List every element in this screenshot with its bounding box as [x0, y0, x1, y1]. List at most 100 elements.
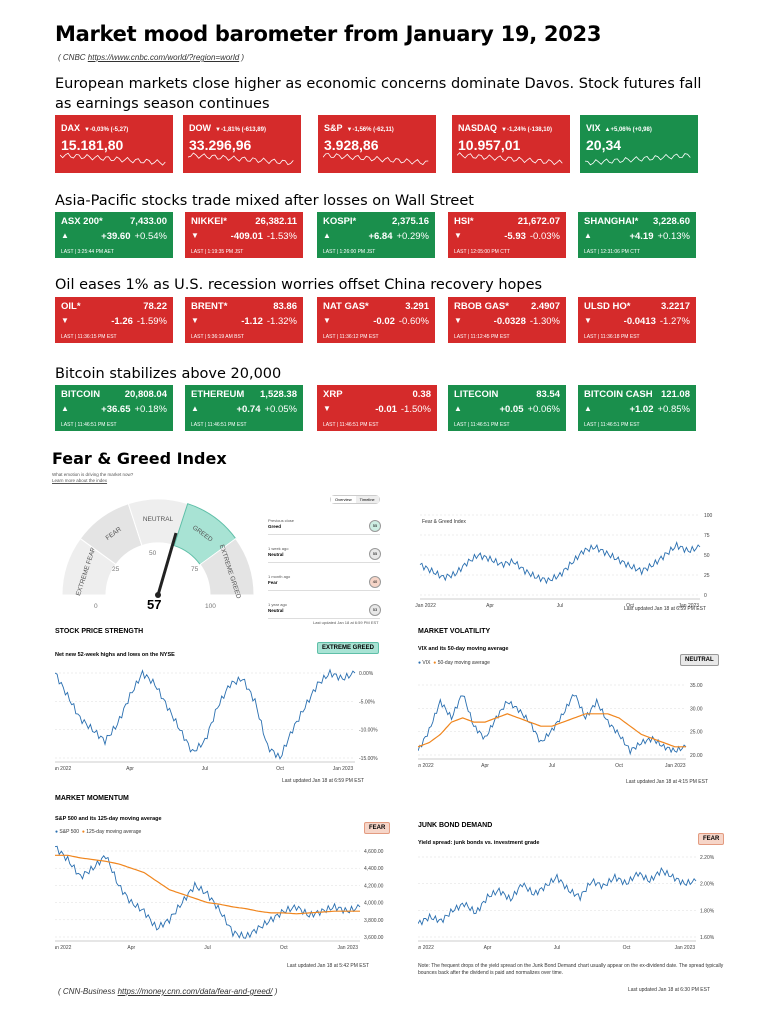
quote-last-updated: LAST | 1:19:35 PM JST	[191, 249, 244, 255]
index-change: ▼-1,56% (-62,11)	[346, 127, 394, 133]
y-tick: 4,600.00	[364, 849, 384, 855]
quote-card[interactable]: KOSPI* 2,375.16 ▲ +6.84 +0.29% LAST | 1:26:00…	[317, 212, 435, 258]
cnn-link[interactable]: https://money.cnn.com/data/fear-and-gree…	[117, 987, 273, 996]
history-label: Previous close	[268, 518, 295, 523]
index-card[interactable]: NASDAQ ▼-1,24% (-138,10) 10.957,01	[452, 115, 570, 173]
quote-name: RBOB GAS*	[454, 301, 509, 312]
chart-subtitle: VIX and its 50-day moving average	[418, 646, 509, 652]
index-value: 20,34	[586, 137, 622, 153]
index-card[interactable]: S&P ▼-1,56% (-62,11) 3.928,86	[318, 115, 436, 173]
arrow-down-icon: ▼	[454, 231, 462, 240]
quote-name: BITCOIN	[61, 389, 101, 400]
quote-price: 83.54	[536, 389, 560, 400]
quote-card[interactable]: HSI* 21,672.07 ▼ -5.93 -0.03% LAST | 12:05:00…	[448, 212, 566, 258]
y-tick: 1.80%	[700, 908, 715, 914]
quote-card[interactable]: NIKKEI* 26,382.11 ▼ -409.01 -1.53% LAST | 1:1…	[185, 212, 303, 258]
quote-percent: -1.50%	[400, 404, 431, 415]
quote-price: 121.08	[660, 389, 690, 400]
chart-0: 100 75 50 25 0 Jan 2022 Apr Jul Oct Jan 2023	[415, 505, 730, 615]
divider	[268, 562, 380, 563]
x-tick: Apr	[127, 945, 135, 951]
history-status: Neutral	[268, 608, 284, 613]
status-badge: FEAR	[364, 822, 391, 834]
quote-card[interactable]: ULSD HO* 3.2217 ▼ -0.0413 -1.27% LAST | 11:36…	[578, 297, 696, 343]
quote-change: -0.02	[373, 316, 395, 327]
arrow-down-icon: ▼	[323, 316, 331, 325]
quote-card[interactable]: ETHEREUM 1,528.38 ▲ +0.74 +0.05% LAST | 11:46…	[185, 385, 303, 431]
index-card[interactable]: DAX ▼-0,03% (-5,27) 15.181,80	[55, 115, 173, 173]
quote-change: -409.01	[230, 231, 263, 242]
arrow-up-icon: ▲	[584, 231, 592, 240]
quote-name: KOSPI*	[323, 216, 357, 227]
x-tick: Jul	[554, 945, 560, 951]
chart-svg: 4,600.00 4,400.00 4,200.00 4,000.00 3,800.00…	[55, 845, 384, 951]
index-card[interactable]: VIX ▲+5,06% (+0,98) 20,34	[580, 115, 698, 173]
index-change: ▼-1,81% (-613,89)	[215, 127, 266, 133]
y-tick: -15.00%	[359, 756, 378, 762]
x-tick: Oct	[280, 945, 288, 951]
quote-percent: -1.59%	[136, 316, 167, 327]
quote-percent: -1.53%	[266, 231, 297, 242]
quote-percent: -1.32%	[266, 316, 297, 327]
gauge-zone-label: NEUTRAL	[143, 516, 174, 523]
series-line-1	[418, 713, 686, 748]
quote-price: 20,808.04	[124, 389, 167, 400]
index-name: NASDAQ	[458, 123, 498, 133]
quote-last-updated: LAST | 11:46:51 PM EST	[323, 422, 379, 428]
history-label: 1 month ago	[268, 574, 291, 579]
index-card[interactable]: DOW ▼-1,81% (-613,89) 33.296,96	[183, 115, 301, 173]
fg-learn-link[interactable]: Learn more about the index	[52, 478, 108, 483]
quote-card[interactable]: NAT GAS* 3.291 ▼ -0.02 -0.60% LAST | 11:36:12…	[317, 297, 435, 343]
divider	[268, 618, 380, 619]
quote-card[interactable]: SHANGHAI* 3,228.60 ▲ +4.19 +0.13% LAST | 12:3…	[578, 212, 696, 258]
quote-card[interactable]: BITCOIN 20,808.04 ▲ +36.65 +0.18% LAST | 11:4…	[55, 385, 173, 431]
quote-percent: +0.54%	[134, 231, 168, 242]
cnbc-link[interactable]: https://www.cnbc.com/world/?region=world	[87, 53, 240, 62]
tab-overview[interactable]: Overview	[331, 496, 356, 503]
chart-updated: Last updated Jan 18 at 5:42 PM EST	[287, 963, 369, 969]
quote-change: -0.01	[375, 404, 397, 415]
quote-card[interactable]: BITCOIN CASH 121.08 ▲ +1.02 +0.85% LAST | 11:…	[578, 385, 696, 431]
quote-card[interactable]: XRP 0.38 ▼ -0.01 -1.50% LAST | 11:46:51 PM ES…	[317, 385, 437, 431]
quote-last-updated: LAST | 11:36:18 PM EST	[584, 334, 640, 340]
quote-card[interactable]: LITECOIN 83.54 ▲ +0.05 +0.06% LAST | 11:46:51…	[448, 385, 566, 431]
arrow-up-icon: ▲	[584, 404, 592, 413]
index-value: 15.181,80	[61, 137, 124, 153]
quote-change: -0.0413	[623, 316, 656, 327]
tab-timeline[interactable]: Timeline	[355, 496, 379, 503]
source-cnn: ( CNN-Business https://money.cnn.com/dat…	[58, 987, 278, 996]
index-sparkline	[585, 153, 691, 166]
quote-name: NIKKEI*	[191, 216, 227, 227]
history-status: Neutral	[268, 552, 284, 557]
quote-name: ETHEREUM	[191, 389, 245, 400]
index-name: VIX	[586, 123, 601, 133]
quote-percent: -1.30%	[529, 316, 560, 327]
quote-card[interactable]: RBOB GAS* 2.4907 ▼ -0.0328 -1.30% LAST | 11:1…	[448, 297, 566, 343]
fg-question: What emotion is driving the market now?	[52, 472, 134, 477]
y-tick: 20.00	[690, 753, 703, 759]
chart-4: 2.20% 2.00% 1.80% 1.60% Jan 2022 Apr Jul Oct Jan…	[418, 845, 728, 955]
quote-name: LITECOIN	[454, 389, 499, 400]
quote-name: NAT GAS*	[323, 301, 369, 312]
history-value: 53	[369, 604, 381, 616]
x-tick: Jan 2022	[418, 945, 434, 951]
sparkline-path	[60, 152, 166, 166]
quote-name: XRP	[323, 389, 343, 400]
quote-card[interactable]: BRENT* 83.86 ▼ -1.12 -1.32% LAST | 5:36:19 AM…	[185, 297, 303, 343]
quote-last-updated: LAST | 3:25:44 PM AET	[61, 249, 114, 255]
sparkline-path	[585, 153, 691, 166]
quote-change: +0.05	[499, 404, 524, 415]
gauge-band-4	[199, 537, 255, 596]
quote-name: SHANGHAI*	[584, 216, 639, 227]
gauge-needle	[156, 532, 178, 596]
chart-subtitle: Net new 52-week highs and lows on the NY…	[55, 652, 175, 658]
index-change: ▼-1,24% (-138,10)	[501, 127, 552, 133]
chart-title: JUNK BOND DEMAND	[418, 822, 493, 829]
quote-card[interactable]: OIL* 78.22 ▼ -1.26 -1.59% LAST | 11:36:15 PM …	[55, 297, 173, 343]
section-europe: European markets close higher as economi…	[55, 76, 702, 112]
quote-card[interactable]: ASX 200* 7,433.00 ▲ +39.60 +0.54% LAST | 3:25…	[55, 212, 173, 258]
source-cnbc: ( CNBC https://www.cnbc.com/world/?regio…	[58, 53, 245, 62]
arrow-down-icon: ▼	[191, 231, 199, 240]
quote-last-updated: LAST | 11:46:51 PM EST	[454, 422, 510, 428]
quote-last-updated: LAST | 11:46:51 PM EST	[61, 422, 117, 428]
